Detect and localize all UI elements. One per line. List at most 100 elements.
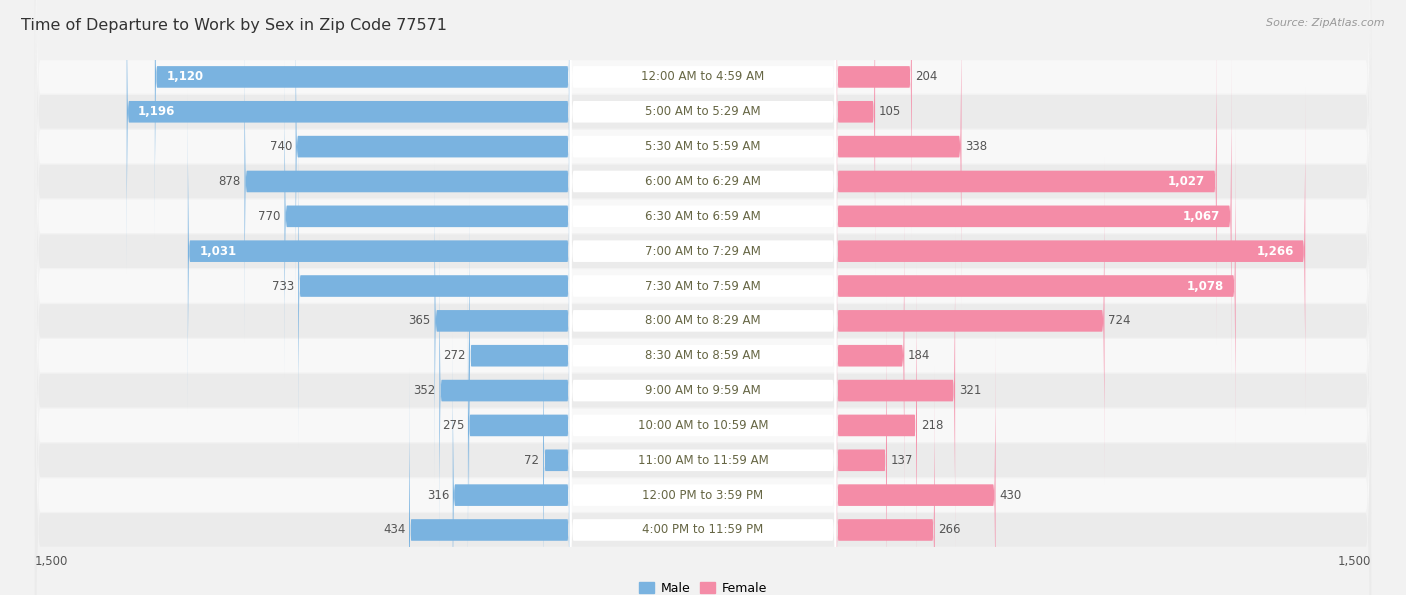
FancyBboxPatch shape (155, 0, 569, 240)
FancyBboxPatch shape (569, 0, 837, 449)
Text: 316: 316 (426, 488, 449, 502)
FancyBboxPatch shape (837, 0, 875, 275)
Text: 4:00 PM to 11:59 PM: 4:00 PM to 11:59 PM (643, 524, 763, 537)
Text: 12:00 AM to 4:59 AM: 12:00 AM to 4:59 AM (641, 70, 765, 83)
Text: 72: 72 (524, 454, 540, 466)
FancyBboxPatch shape (127, 0, 569, 275)
Text: 1,027: 1,027 (1168, 175, 1205, 188)
Text: 365: 365 (409, 314, 430, 327)
Text: 8:00 AM to 8:29 AM: 8:00 AM to 8:29 AM (645, 314, 761, 327)
Text: 1,067: 1,067 (1182, 210, 1220, 223)
Text: 8:30 AM to 8:59 AM: 8:30 AM to 8:59 AM (645, 349, 761, 362)
Text: 1,196: 1,196 (138, 105, 176, 118)
Text: Time of Departure to Work by Sex in Zip Code 77571: Time of Departure to Work by Sex in Zip … (21, 18, 447, 33)
FancyBboxPatch shape (569, 158, 837, 595)
Text: 105: 105 (879, 105, 901, 118)
Text: 1,500: 1,500 (1339, 555, 1371, 568)
FancyBboxPatch shape (440, 227, 569, 554)
FancyBboxPatch shape (35, 0, 1371, 583)
Text: 7:00 AM to 7:29 AM: 7:00 AM to 7:29 AM (645, 245, 761, 258)
FancyBboxPatch shape (569, 53, 837, 589)
FancyBboxPatch shape (245, 18, 569, 345)
FancyBboxPatch shape (837, 227, 955, 554)
Text: 218: 218 (921, 419, 943, 432)
FancyBboxPatch shape (837, 53, 1232, 380)
FancyBboxPatch shape (569, 192, 837, 595)
FancyBboxPatch shape (35, 0, 1371, 595)
Text: 1,031: 1,031 (200, 245, 236, 258)
Text: 275: 275 (441, 419, 464, 432)
FancyBboxPatch shape (837, 367, 935, 595)
FancyBboxPatch shape (35, 93, 1371, 595)
FancyBboxPatch shape (434, 158, 569, 484)
FancyBboxPatch shape (837, 158, 1105, 484)
FancyBboxPatch shape (35, 24, 1371, 595)
Text: 5:30 AM to 5:59 AM: 5:30 AM to 5:59 AM (645, 140, 761, 153)
FancyBboxPatch shape (569, 18, 837, 554)
FancyBboxPatch shape (569, 87, 837, 595)
Text: 9:00 AM to 9:59 AM: 9:00 AM to 9:59 AM (645, 384, 761, 397)
FancyBboxPatch shape (35, 0, 1371, 595)
Text: 352: 352 (413, 384, 436, 397)
Text: 724: 724 (1108, 314, 1130, 327)
Text: 5:00 AM to 5:29 AM: 5:00 AM to 5:29 AM (645, 105, 761, 118)
FancyBboxPatch shape (35, 0, 1371, 595)
FancyBboxPatch shape (569, 0, 837, 484)
Legend: Male, Female: Male, Female (634, 577, 772, 595)
FancyBboxPatch shape (35, 0, 1371, 595)
FancyBboxPatch shape (837, 0, 962, 310)
Text: 6:30 AM to 6:59 AM: 6:30 AM to 6:59 AM (645, 210, 761, 223)
Text: 10:00 AM to 10:59 AM: 10:00 AM to 10:59 AM (638, 419, 768, 432)
FancyBboxPatch shape (837, 0, 911, 240)
Text: 7:30 AM to 7:59 AM: 7:30 AM to 7:59 AM (645, 280, 761, 293)
Text: 878: 878 (218, 175, 240, 188)
FancyBboxPatch shape (468, 262, 569, 589)
FancyBboxPatch shape (837, 18, 1216, 345)
FancyBboxPatch shape (188, 87, 569, 415)
FancyBboxPatch shape (35, 0, 1371, 548)
Text: 1,120: 1,120 (166, 70, 204, 83)
FancyBboxPatch shape (35, 0, 1371, 595)
FancyBboxPatch shape (837, 192, 904, 519)
FancyBboxPatch shape (470, 192, 569, 519)
FancyBboxPatch shape (569, 0, 837, 415)
FancyBboxPatch shape (569, 0, 837, 345)
FancyBboxPatch shape (837, 123, 1236, 449)
Text: 434: 434 (382, 524, 405, 537)
Text: 137: 137 (890, 454, 912, 466)
FancyBboxPatch shape (569, 262, 837, 595)
FancyBboxPatch shape (35, 59, 1371, 595)
FancyBboxPatch shape (569, 123, 837, 595)
Text: 770: 770 (259, 210, 281, 223)
Text: 733: 733 (273, 280, 294, 293)
Text: 272: 272 (443, 349, 465, 362)
FancyBboxPatch shape (543, 297, 569, 595)
FancyBboxPatch shape (295, 0, 569, 310)
Text: 184: 184 (908, 349, 931, 362)
FancyBboxPatch shape (409, 367, 569, 595)
Text: 740: 740 (270, 140, 292, 153)
Text: 266: 266 (938, 524, 960, 537)
FancyBboxPatch shape (569, 0, 837, 380)
FancyBboxPatch shape (837, 297, 887, 595)
Text: 1,266: 1,266 (1257, 245, 1294, 258)
Text: 338: 338 (965, 140, 987, 153)
FancyBboxPatch shape (453, 331, 569, 595)
FancyBboxPatch shape (35, 0, 1371, 513)
FancyBboxPatch shape (298, 123, 569, 449)
Text: 430: 430 (1000, 488, 1021, 502)
FancyBboxPatch shape (35, 0, 1371, 478)
Text: 204: 204 (915, 70, 938, 83)
Text: 12:00 PM to 3:59 PM: 12:00 PM to 3:59 PM (643, 488, 763, 502)
Text: 11:00 AM to 11:59 AM: 11:00 AM to 11:59 AM (638, 454, 768, 466)
Text: 1,500: 1,500 (35, 555, 67, 568)
Text: 1,078: 1,078 (1187, 280, 1225, 293)
FancyBboxPatch shape (837, 262, 917, 589)
Text: 321: 321 (959, 384, 981, 397)
FancyBboxPatch shape (569, 227, 837, 595)
Text: Source: ZipAtlas.com: Source: ZipAtlas.com (1267, 18, 1385, 28)
FancyBboxPatch shape (35, 129, 1371, 595)
FancyBboxPatch shape (837, 87, 1305, 415)
FancyBboxPatch shape (569, 0, 837, 519)
FancyBboxPatch shape (35, 0, 1371, 595)
